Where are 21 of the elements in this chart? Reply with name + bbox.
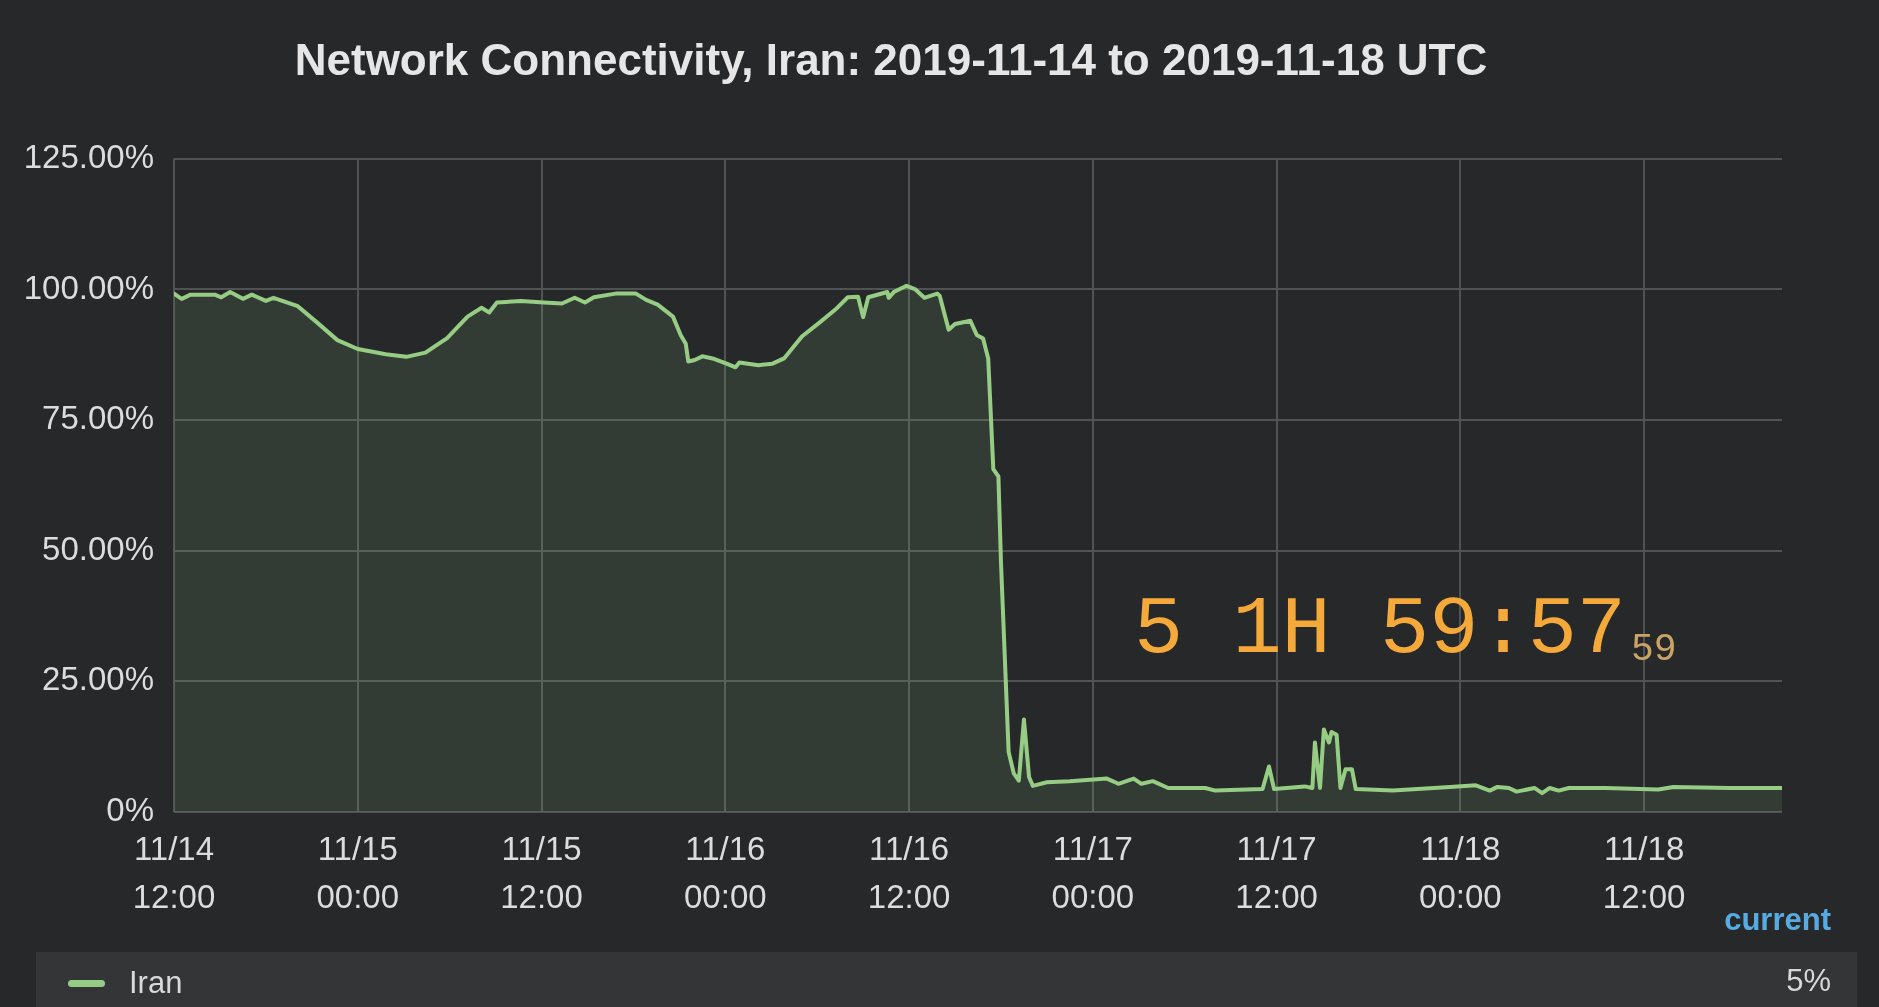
y-tick-label: 25.00% bbox=[42, 660, 154, 698]
y-tick-label: 100.00% bbox=[23, 268, 154, 306]
x-tick-label: 11/18 00:00 bbox=[1419, 829, 1502, 916]
legend-panel: Iran 5% bbox=[36, 952, 1857, 1007]
y-tick-label: 0% bbox=[106, 791, 154, 829]
y-tick-label: 125.00% bbox=[23, 137, 154, 175]
chart-title: Network Connectivity, Iran: 2019-11-14 to 2019-11-18 UTC bbox=[294, 34, 1488, 84]
legend-label: Iran bbox=[129, 965, 183, 1000]
x-tick-label: 11/14 12:00 bbox=[132, 829, 216, 916]
x-tick-label: 11/15 12:00 bbox=[500, 829, 583, 916]
x-tick-label: 11/16 00:00 bbox=[684, 829, 767, 916]
annotation: 59 bbox=[1631, 628, 1677, 672]
y-tick-label: 50.00% bbox=[42, 529, 154, 567]
y-tick-label: 75.00% bbox=[42, 399, 154, 437]
text: current bbox=[1724, 902, 1831, 938]
x-tick-label: 11/18 12:00 bbox=[1602, 829, 1686, 916]
annotation: 5 1H 59:57 bbox=[1134, 584, 1627, 677]
x-tick-label: 11/16 12:00 bbox=[867, 829, 951, 916]
x-tick-label: 11/17 00:00 bbox=[1051, 829, 1135, 916]
x-tick-label: 11/17 12:00 bbox=[1235, 829, 1318, 916]
x-tick-label: 11/15 00:00 bbox=[316, 829, 400, 916]
